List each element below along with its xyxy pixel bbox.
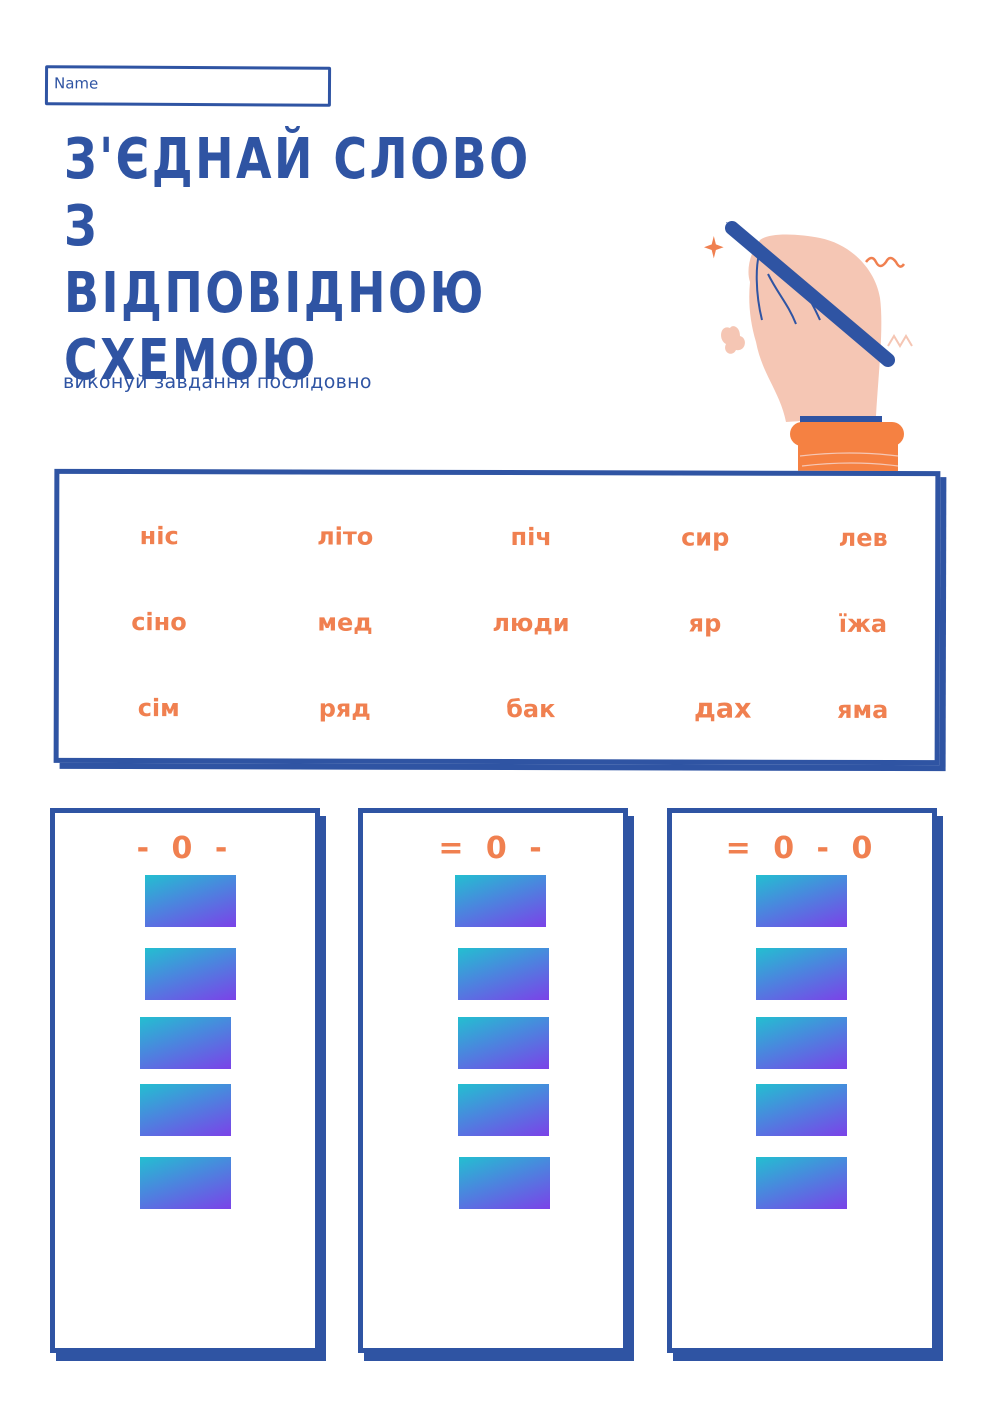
drop-zone[interactable] [756,875,847,927]
drop-zone[interactable] [458,1017,549,1069]
sparkle-icon [704,236,724,259]
pen-icon [725,221,895,367]
drop-zone[interactable] [756,1017,847,1069]
drop-zone[interactable] [756,948,847,1000]
drop-zone[interactable] [458,948,549,1000]
word-card[interactable]: бак [506,695,556,724]
hand-writing-illustration [704,221,913,475]
word-bank: ніс літо піч сир лев сіно мед люди яр їж… [53,468,941,766]
scheme-column-3: = 0 - 0 [667,808,937,1353]
word-card[interactable]: дах [693,693,752,725]
scheme-column-2: = 0 - [358,808,628,1353]
word-card[interactable]: яма [837,695,889,725]
squiggle-icon [865,256,906,268]
word-card[interactable]: піч [510,523,552,552]
word-card[interactable]: сім [137,694,180,723]
word-card[interactable]: ніс [139,522,179,551]
word-card[interactable]: ряд [318,694,371,723]
page-title: З'ЄДНАЙ СЛОВО З ВІДПОВІДНОЮ СХЕМОЮ [64,126,556,394]
drop-zone[interactable] [756,1084,847,1136]
word-card[interactable]: їжа [838,609,888,639]
word-card[interactable]: люди [492,608,570,638]
word-card[interactable]: лев [838,523,888,553]
zigzag-icon [887,334,913,348]
drop-zone[interactable] [140,1017,231,1069]
scheme-column-1: - 0 - [50,808,320,1353]
blob-decoration [721,326,745,354]
drop-zone[interactable] [459,1157,550,1209]
scheme-label: = 0 - [438,831,548,866]
word-card[interactable]: яр [688,609,722,638]
drop-zone[interactable] [458,1084,549,1136]
drop-zone[interactable] [145,875,236,927]
drop-zone[interactable] [140,1084,231,1136]
title-line-3: СХЕМОЮ [64,328,318,393]
word-card[interactable]: сир [681,523,730,552]
title-line-2: ВІДПОВІДНОЮ [64,261,486,326]
title-line-1: З'ЄДНАЙ СЛОВО З [64,127,531,259]
instruction-text: виконуй завдання послідовно [63,371,372,393]
name-field[interactable]: Name [44,65,332,107]
drop-zone[interactable] [455,875,546,927]
scheme-label: - 0 - [136,831,234,866]
word-card[interactable]: мед [317,608,373,637]
word-card[interactable]: сіно [131,608,187,637]
word-card[interactable]: літо [317,522,374,551]
drop-zone[interactable] [140,1157,231,1209]
drop-zone[interactable] [145,948,236,1000]
scheme-label: = 0 - 0 [725,831,879,866]
name-label: Name [53,74,99,93]
drop-zone[interactable] [756,1157,847,1209]
